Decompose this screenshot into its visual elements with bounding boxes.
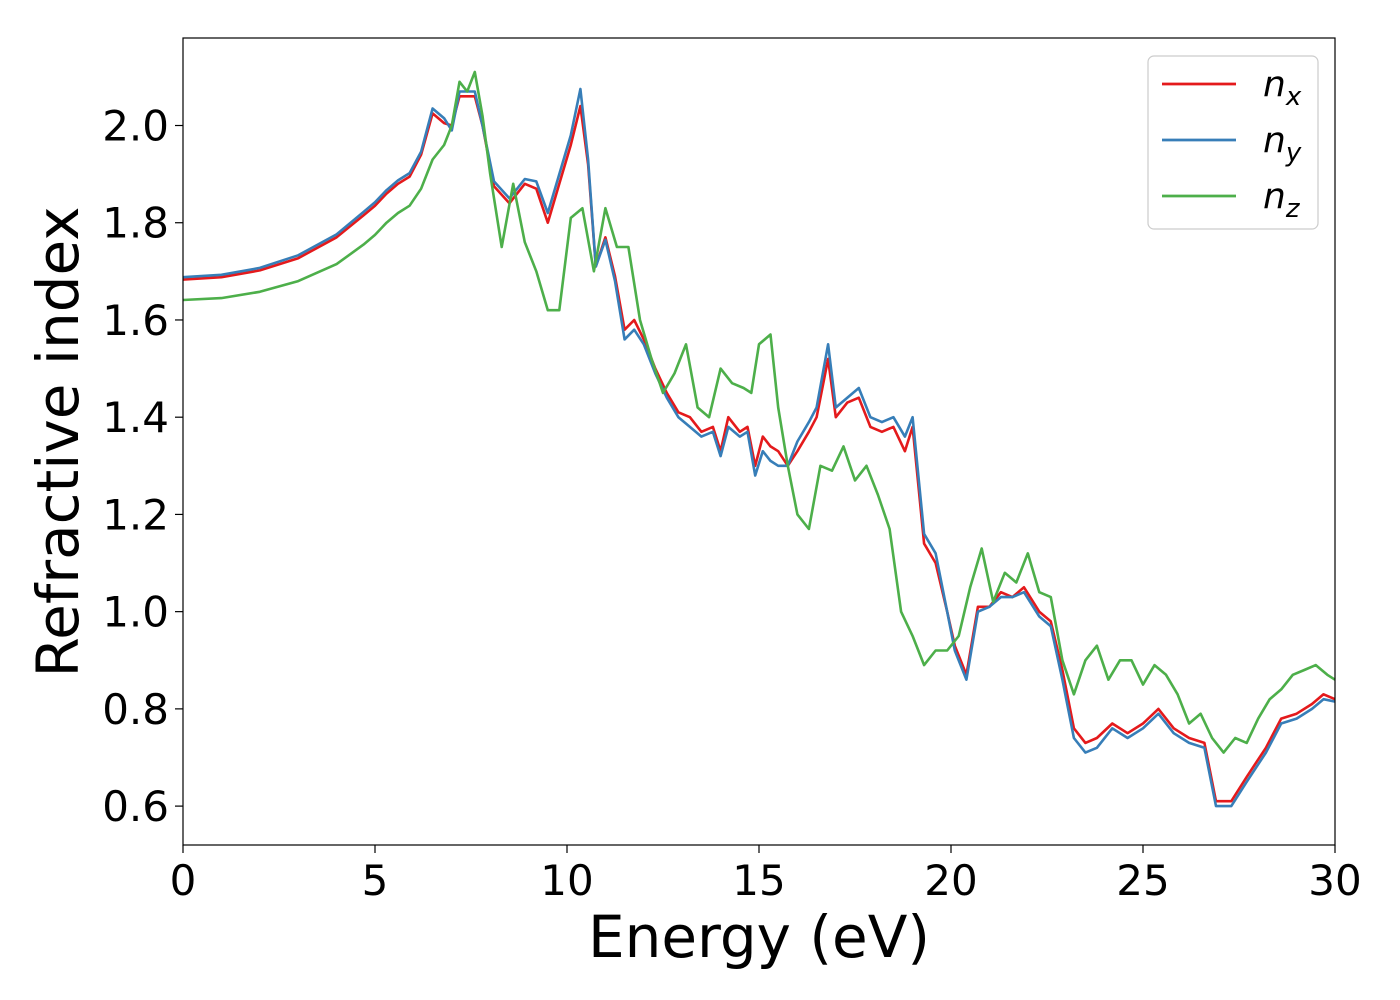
x-tick-label: 20 (924, 856, 977, 905)
legend: nx ny nz (1147, 55, 1319, 230)
series-line-nz (182, 70, 1336, 754)
y-tick-label: 2.0 (102, 102, 169, 151)
y-tick-label: 1.6 (102, 296, 169, 345)
y-axis-ticks: 0.6 0.8 1.0 1.2 1.4 1.6 1.8 2.0 (102, 102, 183, 831)
y-tick-label: 1.8 (102, 199, 169, 248)
y-tick-label: 1.2 (102, 490, 169, 539)
x-axis-title: Energy (eV) (588, 903, 930, 971)
x-axis-ticks: 0 5 10 15 20 25 30 (170, 845, 1362, 905)
x-tick-label: 25 (1116, 856, 1169, 905)
legend-label-nz: nz (1263, 176, 1301, 224)
legend-label-nx: nx (1263, 64, 1302, 112)
y-tick-label: 0.6 (102, 782, 169, 831)
y-axis-title: Refractive index (24, 206, 92, 677)
x-tick-label: 5 (362, 856, 389, 905)
y-tick-label: 1.4 (102, 393, 169, 442)
plot-lines (182, 70, 1336, 808)
x-tick-label: 15 (732, 856, 785, 905)
y-tick-label: 0.8 (102, 685, 169, 734)
x-tick-label: 10 (540, 856, 593, 905)
series-line-ny (182, 87, 1336, 808)
legend-box (1147, 55, 1319, 230)
legend-label-ny: ny (1263, 120, 1302, 168)
y-tick-label: 1.0 (102, 588, 169, 637)
x-tick-label: 0 (170, 856, 197, 905)
x-tick-label: 30 (1308, 856, 1361, 905)
